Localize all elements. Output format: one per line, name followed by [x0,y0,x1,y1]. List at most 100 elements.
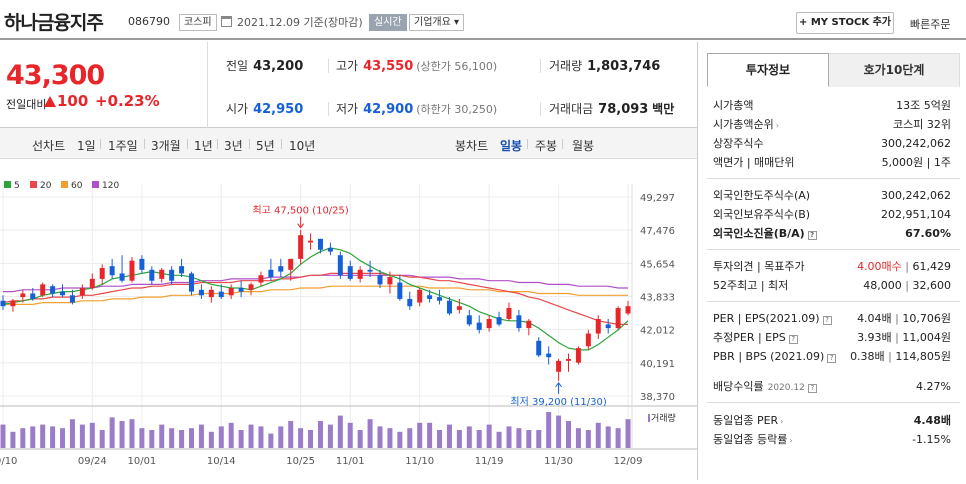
live-button[interactable]: 실시간 [369,14,407,31]
candle-chart-label: 봉차트 [455,139,489,153]
volume-bar [40,424,46,448]
y-tick-label: 49,297 [640,193,675,204]
candle-body [278,266,284,272]
face-value-row: 액면가 | 매매단위 5,000원 | 1주 [713,156,951,169]
tab-order-book-10[interactable]: 호가10단계 [829,53,960,87]
volume-bar [536,430,542,448]
52week-row: 52주최고 | 최저 48,000 | 32,600 [713,279,951,292]
divider [217,139,218,149]
volume-bar [615,428,621,448]
period-3y[interactable]: 3년 [224,139,243,153]
candle-daily[interactable]: 일봉 [500,139,523,153]
industry-per-row[interactable]: 동일업종 PER › 4.48배 [713,414,951,427]
candle-body [238,288,244,292]
candle-weekly[interactable]: 주봉 [535,139,558,153]
tab-investment-info[interactable]: 투자정보 [707,53,829,87]
industry-change-row[interactable]: 동일업종 등락률 › -1.15% [713,433,951,446]
volume-bar [119,421,125,448]
candle-body [308,240,314,243]
price-change: 100 [44,92,88,110]
candle-body [625,306,631,314]
candle-body [50,286,56,294]
y-tick-label: 40,191 [640,359,675,370]
market-cap-rank-row[interactable]: 시가총액순위 › 코스피 32위 [713,118,951,131]
volume-bar [129,419,135,448]
low-price: 저가 42,900 (하한가 30,250) [336,102,498,117]
company-overview-button[interactable]: 기업개요 ▾ [409,14,465,31]
help-icon[interactable]: ? [788,335,798,344]
volume-bar [556,415,562,448]
period-bar: 선차트 1일 1주일 3개월 1년 3년 5년 10년 봉차트 일봉 주봉 월봉 [0,128,697,159]
period-10y[interactable]: 10년 [289,139,316,153]
period-3m[interactable]: 3개월 [151,139,181,153]
divider [707,301,960,302]
volume-bar [456,430,462,448]
est-per-eps-row: 추정PER | EPS? 3.93배 | 11,004원 [713,331,951,344]
min-price-label: 최저 39,200 (11/30) [510,396,606,408]
per-eps-row: PER | EPS(2021.09)? 4.04배 | 10,706원 [713,312,951,325]
divider [707,249,960,250]
ma60-line [3,285,628,305]
candle-body [446,300,452,314]
volume-bar [506,426,512,448]
volume-bar [605,426,611,448]
volume-bar [189,428,195,448]
x-tick-label: 10/01 [127,456,156,467]
help-icon[interactable]: ? [822,316,832,325]
candle-body [189,273,195,292]
period-1w[interactable]: 1주일 [108,139,138,153]
stock-name: 하나금융지주 [4,12,104,34]
divider [540,102,541,116]
current-price: 43,300 [6,60,105,91]
volume-bar [417,422,423,448]
chevron-right-icon: › [789,436,793,445]
volume-bar [357,430,363,448]
volume-bar [575,428,581,448]
candlestick-chart[interactable]: 49,297 47,476 45,654 43,833 42,012 40,191 38,3… [0,160,697,480]
volume-bar [109,417,115,448]
period-1d[interactable]: 1일 [77,139,96,153]
volume-bar [89,422,95,448]
candle-body [109,266,115,276]
divider [187,139,188,149]
volume-bar [337,415,343,448]
candle-body [367,269,373,272]
my-stock-add-button[interactable]: + MY STOCK 추가 [796,12,894,34]
candle-body [407,298,413,307]
vertical-divider [697,42,698,480]
opinion-target-row: 투자의견 | 목표주가 4.00매수 | 61,429 [713,260,951,273]
market-cap-row: 시가총액 13조 5억원 [713,99,951,112]
ma60-swatch [61,181,68,188]
period-1y[interactable]: 1년 [194,139,213,153]
candle-body [347,266,353,279]
help-icon[interactable]: ? [807,231,817,240]
chevron-right-icon: › [775,121,779,130]
up-triangle-icon [44,96,56,107]
volume-bar [526,430,532,448]
volume-bar [268,433,274,448]
candle-body [30,293,36,299]
market-badge: 코스피 [179,14,217,31]
y-tick-label: 45,654 [640,259,675,270]
volume-bar [228,422,234,448]
min-arrow-head [555,382,562,388]
candle-body [298,235,304,259]
candle-body [327,247,333,252]
listed-shares-row: 상장주식수 300,242,062 [713,137,951,150]
help-icon[interactable]: ? [827,354,837,363]
help-icon[interactable]: ? [807,384,817,393]
candle-monthly[interactable]: 월봉 [572,139,595,153]
volume-bar [486,424,492,448]
volume-bar [367,419,373,448]
volume-bar [387,428,393,448]
candle-body [417,289,423,303]
line-chart-label: 선차트 [32,139,66,153]
divider [281,139,282,149]
candle-body [129,260,135,281]
candle-body [556,360,562,372]
quick-order-link[interactable]: 빠른주문 [910,18,951,31]
period-5y[interactable]: 5년 [256,139,275,153]
foreign-limit-row: 외국인한도주식수(A) 300,242,062 [713,189,951,202]
price-chart-area: 49,297 47,476 45,654 43,833 42,012 40,191 38,3… [0,160,697,480]
candle-body [427,295,433,299]
